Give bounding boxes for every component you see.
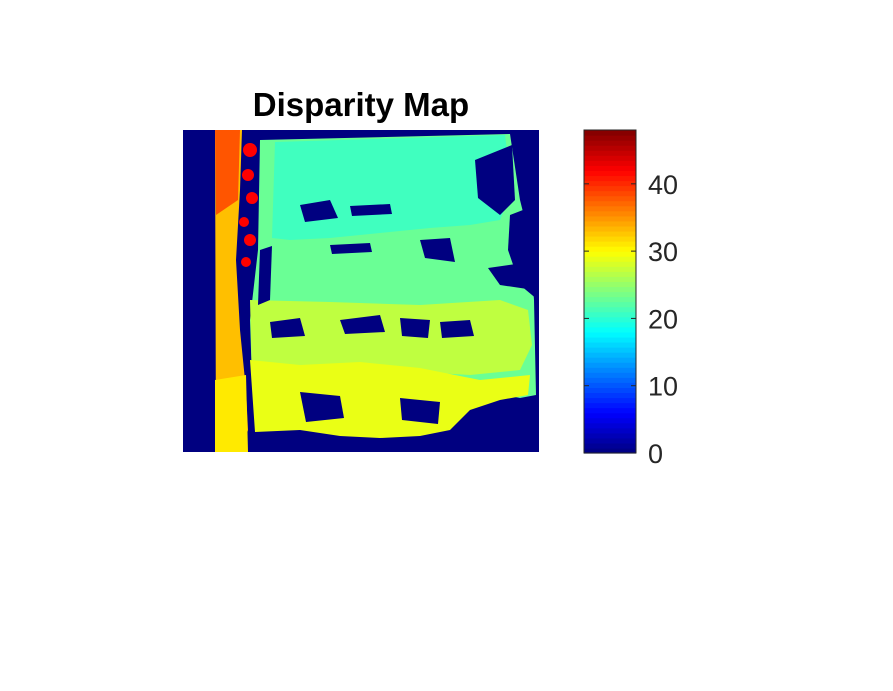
colorbar-swatch [584, 150, 636, 156]
colorbar-swatch [584, 210, 636, 217]
invalid-patch [400, 398, 440, 424]
disparity-image [183, 130, 539, 452]
colorbar-swatch [584, 246, 636, 252]
colorbar-swatch [584, 160, 636, 166]
colorbar-swatch [584, 387, 636, 394]
outlier-blob [242, 169, 254, 181]
colorbar-swatch [584, 205, 636, 212]
colorbar-swatch [584, 397, 636, 404]
colorbar-swatch [584, 341, 636, 348]
colorbar-swatch [584, 402, 636, 409]
colorbar-swatch [584, 220, 636, 227]
colorbar-swatch [584, 230, 636, 237]
invalid-patch [270, 318, 305, 338]
colorbar-swatch [584, 180, 636, 187]
colorbar-swatch [584, 130, 636, 136]
chart-title: Disparity Map [252, 86, 470, 123]
colorbar-swatch [584, 367, 636, 373]
colorbar-swatch [584, 306, 636, 313]
colorbar-swatch [584, 165, 636, 171]
colorbar-swatch [584, 321, 636, 328]
invalid-patch [420, 238, 455, 262]
colorbar-frame [583, 129, 637, 454]
invalid-patch [258, 246, 272, 305]
invalid-patch [330, 243, 372, 254]
colorbar-swatch [584, 261, 636, 267]
outlier-blob [246, 192, 258, 204]
colorbar-swatch [584, 271, 636, 277]
colorbar-swatch [584, 145, 636, 151]
colorbar-tick-label: 0 [648, 439, 663, 469]
colorbar-swatch [584, 316, 636, 323]
colorbar-swatch [584, 296, 636, 303]
invalid-patch [488, 262, 534, 290]
colorbar-tick-label: 10 [648, 372, 678, 402]
outlier-blob [241, 257, 251, 267]
colorbar-swatch [584, 392, 636, 399]
colorbar-swatch [584, 352, 636, 358]
colorbar-swatch [584, 347, 636, 353]
invalid-patch [300, 200, 338, 222]
outlier-blob [239, 217, 249, 227]
invalid-patch [350, 204, 392, 216]
colorbar-swatch [584, 155, 636, 161]
colorbar-swatch [584, 407, 636, 414]
colorbar-swatch [584, 301, 636, 308]
colorbar-swatch [584, 432, 636, 439]
colorbar-swatch [584, 291, 636, 298]
colorbar-swatch [584, 276, 636, 283]
region-near-pole [215, 130, 248, 452]
colorbar-swatch [584, 225, 636, 232]
colorbar-swatch [584, 251, 636, 257]
colorbar-swatch [584, 422, 636, 429]
colorbar-swatch [584, 266, 636, 272]
colorbar-swatch [584, 140, 636, 146]
colorbar-swatch [584, 190, 636, 197]
colorbar: 0 10 20 30 40 [583, 129, 678, 469]
colorbar-swatch [584, 447, 636, 454]
invalid-patch [400, 318, 430, 338]
colorbar-swatch [584, 256, 636, 262]
region-lower-foreground [250, 300, 532, 380]
colorbar-swatch [584, 135, 636, 141]
colorbar-swatch [584, 326, 636, 333]
colorbar-swatch [584, 412, 636, 419]
region-pole-top-edge [215, 130, 240, 215]
colorbar-tick-label: 20 [648, 304, 678, 334]
colorbar-swatch [584, 281, 636, 288]
colorbar-swatch [584, 336, 636, 343]
invalid-patch [475, 145, 515, 215]
colorbar-swatch [584, 185, 636, 192]
colorbar-swatch [584, 200, 636, 207]
colorbar-swatch [584, 377, 636, 383]
colorbar-swatch [584, 235, 636, 242]
colorbar-swatch [584, 286, 636, 293]
outlier-blob [243, 143, 257, 157]
colorbar-tick-label: 40 [648, 170, 678, 200]
colorbar-swatch [584, 442, 636, 449]
invalid-patch [440, 320, 474, 338]
colorbar-swatch [584, 331, 636, 338]
colorbar-swatch [584, 372, 636, 378]
colorbar-swatch [584, 437, 636, 444]
colorbar-swatch [584, 195, 636, 202]
invalid-patch [340, 315, 385, 334]
colorbar-swatch [584, 175, 636, 182]
colorbar-swatch [584, 427, 636, 434]
colorbar-swatch [584, 170, 636, 177]
colorbar-swatch [584, 417, 636, 424]
outlier-blob [244, 234, 256, 246]
colorbar-swatch [584, 215, 636, 222]
colorbar-swatch [584, 357, 636, 363]
colorbar-swatch [584, 241, 636, 247]
colorbar-swatch [584, 382, 636, 388]
colorbar-tick-label: 30 [648, 237, 678, 267]
colorbar-swatch [584, 311, 636, 318]
colorbar-swatch [584, 362, 636, 368]
invalid-patch [300, 392, 344, 422]
region-pole-bottom [215, 375, 248, 452]
